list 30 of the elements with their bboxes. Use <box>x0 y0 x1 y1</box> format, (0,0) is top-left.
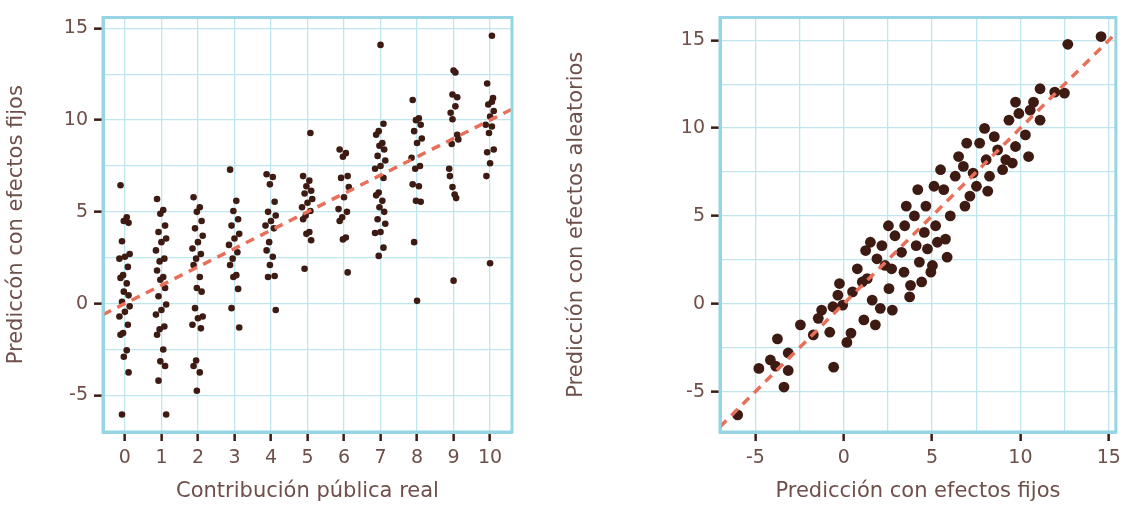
x-tick-label: -5 <box>745 445 765 468</box>
x-tick-label: 1 <box>155 445 168 468</box>
x-tick-label: 0 <box>837 445 850 468</box>
x-tick-label: 7 <box>374 445 387 468</box>
y-axis-title: Prediccón con efectos fijos <box>3 85 28 365</box>
y-tick-label: 5 <box>692 202 705 225</box>
y-tick-label: 15 <box>63 15 88 38</box>
x-axis-title: Contribución pública real <box>176 477 439 502</box>
y-tick-label: 0 <box>75 290 88 313</box>
x-tick-label: 6 <box>337 445 351 468</box>
x-tick-label: 3 <box>228 445 241 468</box>
x-tick-label: 10 <box>478 445 503 468</box>
y-tick-label: 0 <box>692 290 705 313</box>
y-axis-title: Predicción con efectos aleatorios <box>563 51 588 398</box>
y-tick-label: 10 <box>680 115 705 138</box>
x-tick-label: 4 <box>264 445 278 468</box>
x-tick-label: 10 <box>1008 445 1033 468</box>
x-tick-label: 5 <box>301 445 314 468</box>
x-tick-label: 5 <box>926 445 939 468</box>
x-tick-label: 2 <box>191 445 204 468</box>
y-tick-label: 15 <box>680 27 705 50</box>
y-tick-label: 5 <box>75 198 88 221</box>
x-tick-label: 15 <box>1096 445 1121 468</box>
y-tick-label: -5 <box>69 382 88 405</box>
x-tick-label: 0 <box>118 445 131 468</box>
x-tick-label: 9 <box>447 445 460 468</box>
x-axis-title: Predicción con efectos fijos <box>775 477 1061 502</box>
y-tick-label: -5 <box>686 378 705 401</box>
x-tick-label: 8 <box>411 445 424 468</box>
y-tick-label: 10 <box>63 107 88 130</box>
